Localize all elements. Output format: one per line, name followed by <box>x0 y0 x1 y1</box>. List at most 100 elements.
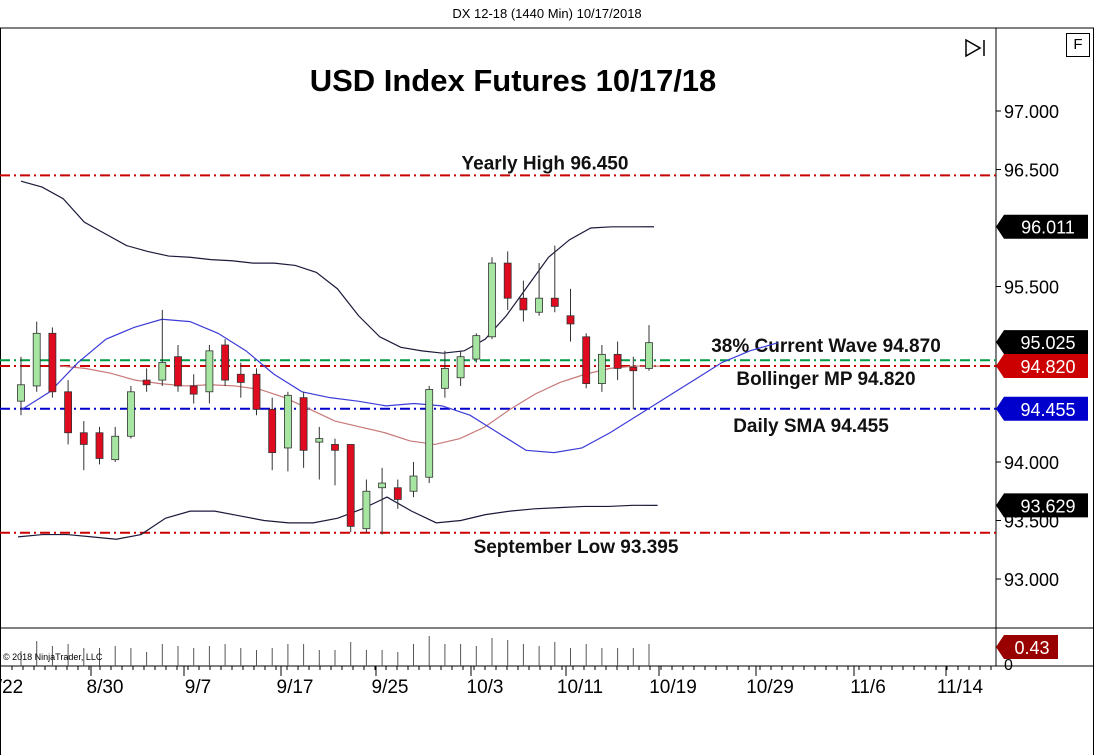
candle-body <box>48 332 57 393</box>
y-tick-label: 93.000 <box>1004 570 1059 590</box>
level-label: September Low 93.395 <box>474 537 679 558</box>
candle <box>48 327 57 398</box>
sma-line <box>21 318 779 454</box>
x-tick-label: 9/25 <box>372 677 409 698</box>
candle <box>236 362 245 398</box>
toolbar-icons[interactable] <box>965 38 985 58</box>
level-label: 38% Current Wave 94.870 <box>711 336 941 357</box>
candle-body <box>64 391 72 434</box>
x-tick-label: 10/29 <box>746 677 794 698</box>
x-tick-label: 10/11 <box>557 677 603 698</box>
price-marker-box <box>996 354 1088 379</box>
candle <box>378 467 387 535</box>
candle-body <box>32 332 41 387</box>
price-marker: 93.629 <box>996 493 1088 518</box>
candle <box>582 333 591 389</box>
candle-body <box>425 389 434 478</box>
level-label: Daily SMA 94.455 <box>733 416 889 437</box>
candle-body <box>362 490 371 530</box>
price-marker-label: 93.629 <box>1020 496 1075 516</box>
candle <box>283 391 292 472</box>
price-marker-label: 94.455 <box>1020 400 1075 420</box>
candle <box>645 325 653 371</box>
y-tick-label: 95.500 <box>1004 278 1059 298</box>
candle-body <box>550 297 559 307</box>
price-marker-label: 95.025 <box>1020 333 1075 353</box>
scroll-end-arrow <box>965 38 982 58</box>
y-tick-label: 97.000 <box>1004 102 1059 122</box>
candle <box>346 444 355 533</box>
candle <box>566 288 575 342</box>
candle-body <box>409 475 418 492</box>
price-marker: 96.011 <box>996 214 1088 239</box>
price-marker-label: 96.011 <box>1021 218 1075 238</box>
candle <box>127 385 135 439</box>
chart-title-group: USD Index Futures 10/17/18 <box>310 63 717 98</box>
candle <box>535 263 543 316</box>
candle <box>613 341 622 381</box>
candle-body <box>519 297 528 311</box>
x-tick-label: 10/19 <box>649 677 697 698</box>
candle-body <box>236 373 245 383</box>
candle <box>111 426 120 462</box>
candle-body <box>283 394 292 449</box>
x-tick-label: 10/3 <box>467 677 504 698</box>
candle-body <box>79 432 88 445</box>
candle-body <box>645 342 653 369</box>
bollinger-mid-line <box>59 365 660 446</box>
candle-body <box>393 487 402 500</box>
candle <box>205 345 214 404</box>
candle <box>268 397 277 471</box>
candle-body <box>503 262 512 299</box>
candle <box>189 374 198 404</box>
candle <box>79 421 88 471</box>
price-marker: 94.820 <box>996 354 1088 379</box>
candles <box>17 245 653 535</box>
candle-body <box>174 356 182 387</box>
y-tick-label: 94.000 <box>1004 453 1059 473</box>
flag-box[interactable]: F <box>1066 33 1090 57</box>
candle-body <box>613 353 622 369</box>
candle-body <box>205 350 214 393</box>
candle <box>158 309 167 386</box>
candle-body <box>598 353 606 385</box>
x-tick-label: /22 <box>0 677 23 698</box>
candle-body <box>346 444 355 527</box>
x-tick-label: 9/17 <box>277 677 314 698</box>
candle <box>519 280 528 322</box>
indicator-marker: 0.43 <box>996 635 1058 659</box>
candle <box>550 245 559 313</box>
x-axis: /22 8/30 9/7 9/17 9/25 10/3 10/11 10/19 10/29 11/… <box>0 666 992 698</box>
candle <box>472 333 481 363</box>
candle <box>598 345 606 392</box>
candle-body <box>127 391 135 437</box>
candle <box>64 380 72 445</box>
price-marker-label: 94.820 <box>1020 357 1075 377</box>
candle-body <box>17 384 25 402</box>
price-markers: 96.011 95.025 94.820 94.455 93.629 <box>996 214 1088 518</box>
scroll-end-icon[interactable] <box>965 38 985 58</box>
candle <box>503 251 512 310</box>
candle-body <box>582 336 591 385</box>
candle <box>393 479 402 509</box>
candle <box>315 426 324 480</box>
bollinger-lower-line <box>17 496 658 540</box>
candle-body <box>472 335 481 360</box>
candle <box>299 391 308 468</box>
price-marker-box <box>996 214 1088 239</box>
candle-body <box>299 397 308 451</box>
level-label: Bollinger MP 94.820 <box>736 369 915 390</box>
price-marker-box <box>996 330 1088 355</box>
price-marker: 95.025 <box>996 330 1088 355</box>
candle-body <box>378 482 387 489</box>
candle-body <box>315 438 324 443</box>
candle <box>32 321 41 392</box>
candle <box>409 462 418 498</box>
candle <box>425 385 434 484</box>
candle <box>95 426 104 465</box>
horizontal-levels: Yearly High 96.450 38% Current Wave 94.87… <box>0 153 996 558</box>
candle-body <box>142 379 151 386</box>
candle-body <box>488 262 496 338</box>
